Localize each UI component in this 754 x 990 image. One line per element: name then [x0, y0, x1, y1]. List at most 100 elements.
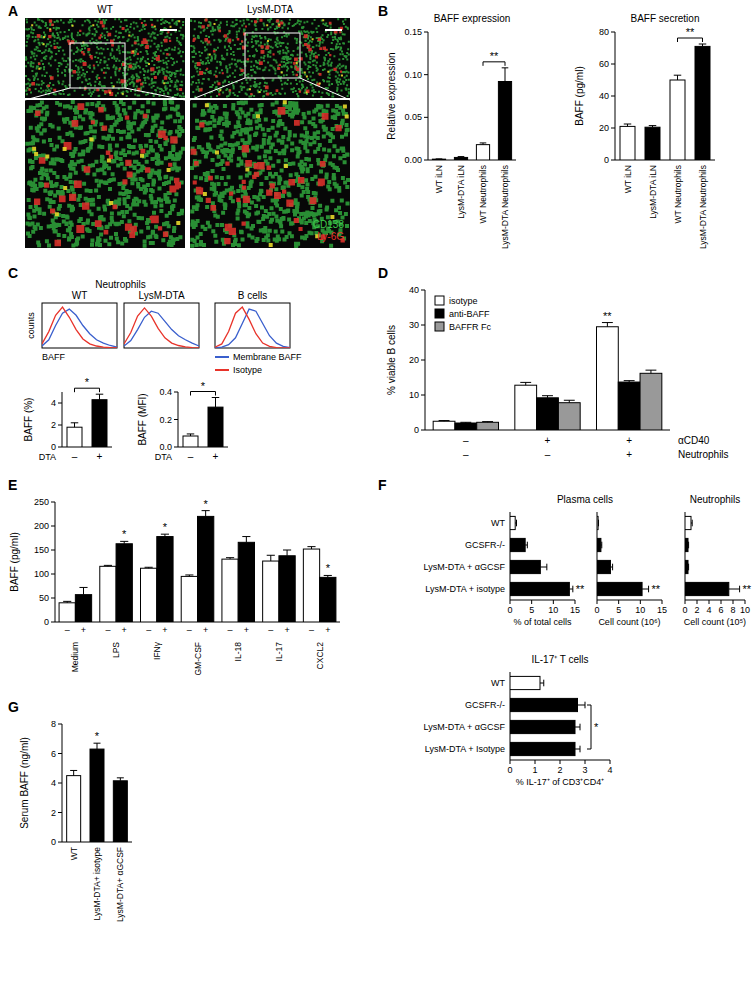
- category-label: LysM-DTA + αGCSF: [424, 722, 506, 732]
- category-label: LysM-DTA + Isotype: [425, 744, 505, 754]
- condition-label: +: [284, 625, 289, 635]
- tick-label: 10: [740, 605, 750, 615]
- category-label: WT: [491, 678, 505, 688]
- scale-bar: [160, 29, 177, 31]
- error-bar: [104, 565, 112, 567]
- condition-label: +: [244, 625, 249, 635]
- tick: [618, 600, 619, 604]
- category-label: WT iLN: [623, 165, 633, 193]
- tick-label: 30: [409, 320, 419, 330]
- axis-line: [428, 32, 429, 160]
- group-title: Neutrophils: [690, 494, 741, 505]
- axis-label: counts: [26, 312, 36, 339]
- error-bar: [94, 743, 101, 749]
- tick: [531, 600, 532, 604]
- axis-label: % viable B cells: [386, 325, 397, 395]
- bar: [510, 582, 569, 595]
- axis-line: [597, 600, 662, 601]
- tick: [575, 600, 576, 604]
- tick-label: 15: [570, 605, 580, 615]
- tick: [709, 600, 710, 604]
- tick: [611, 96, 615, 97]
- category-label: LysM-DTA iLN: [456, 165, 466, 219]
- bar: [695, 46, 710, 160]
- significance: *: [201, 380, 206, 392]
- micrograph-texture: [34, 103, 181, 246]
- chart: CWTNeutrophilscountsBAFF: [8, 265, 146, 362]
- inset-box: [245, 33, 300, 78]
- error-bar: [242, 537, 250, 543]
- micrograph-texture: [190, 18, 350, 98]
- condition-label: +: [325, 625, 330, 635]
- bar: [67, 427, 82, 447]
- tick-label: 0.4: [159, 387, 172, 397]
- tick-label: 0: [51, 442, 56, 452]
- category-label: LPS: [111, 642, 121, 658]
- tick: [421, 325, 425, 326]
- error-bar: [515, 520, 516, 527]
- significance-bracket: [587, 705, 591, 749]
- condition-label: –: [228, 625, 233, 635]
- bar: [183, 436, 198, 447]
- inset-box: [70, 43, 125, 88]
- panel-letter: B: [378, 3, 388, 19]
- marks: [432, 68, 511, 160]
- micrograph-texture: [31, 20, 180, 94]
- chart: BBAFF expression0.000.050.100.15Relative…: [378, 3, 516, 249]
- axis-label: BAFF (pg/ml): [574, 66, 585, 125]
- error-bar: [525, 542, 527, 549]
- tick: [610, 760, 611, 764]
- legend-label: BAFFR Fc: [449, 322, 491, 332]
- marks: [42, 307, 117, 348]
- bar: [100, 566, 116, 622]
- error-bar: [307, 547, 315, 549]
- error-bar: [624, 381, 635, 382]
- error-bar: [691, 520, 692, 527]
- axis-label: % of total cells: [513, 617, 572, 627]
- tick: [51, 526, 55, 527]
- bar: [685, 516, 691, 529]
- bar: [116, 544, 132, 622]
- condition-label: +: [162, 625, 167, 635]
- micrograph-texture: [191, 107, 345, 244]
- tick-label: 0: [507, 765, 512, 775]
- tick-label: 0.10: [404, 70, 422, 80]
- condition-label: –: [309, 625, 314, 635]
- significance-bracket: [483, 62, 505, 66]
- bar: [263, 561, 279, 622]
- category-label: LysM-DTA iLN: [648, 165, 658, 219]
- error-bar: [642, 586, 649, 593]
- significance: *: [85, 376, 90, 388]
- tick-label: 0: [604, 155, 609, 165]
- bar: [59, 603, 75, 622]
- axis-line: [510, 600, 575, 601]
- category-label: IFNγ: [152, 641, 162, 660]
- category-label: WT Neutrophils: [673, 165, 683, 223]
- plot-frame: [215, 303, 290, 348]
- error-bar: [502, 68, 509, 82]
- tick: [51, 550, 55, 551]
- error-bar: [602, 323, 613, 327]
- bar: [222, 559, 238, 622]
- legend-label: isotype: [449, 296, 478, 306]
- error-bar: [185, 575, 193, 576]
- marks: [510, 676, 585, 755]
- error-bar: [674, 75, 682, 80]
- chart: B cellsMembrane BAFFIsotype: [215, 290, 302, 375]
- error-bar: [649, 126, 657, 128]
- category-label: LysM-DTA + isotype: [425, 584, 505, 594]
- tick: [424, 32, 428, 33]
- micrograph-texture: [193, 19, 344, 96]
- tick: [611, 128, 615, 129]
- panel-letter: E: [8, 477, 17, 493]
- error-bar: [646, 370, 657, 373]
- legend-swatch: [435, 322, 444, 331]
- condition-label: –: [187, 625, 192, 635]
- tick-label: 2: [694, 605, 699, 615]
- marks: [59, 511, 336, 622]
- bar: [515, 385, 537, 430]
- chart: E050100150200250BAFF (pg/ml)–––––––+++++…: [8, 477, 340, 676]
- tick: [721, 600, 722, 604]
- bar: [510, 720, 575, 733]
- plot-frame: [42, 303, 117, 348]
